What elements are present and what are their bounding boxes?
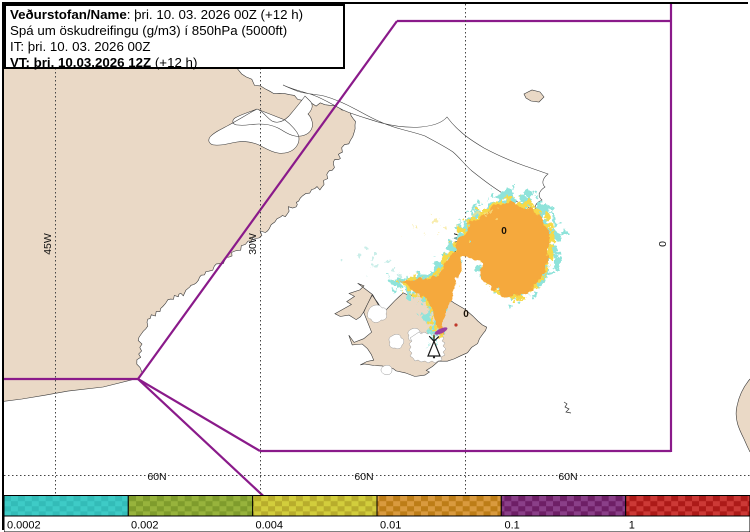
svg-text:0.002: 0.002: [131, 520, 159, 532]
svg-text:0: 0: [463, 309, 469, 320]
svg-text:60N: 60N: [354, 471, 373, 483]
svg-text:30W: 30W: [247, 233, 259, 255]
svg-text:0.0002: 0.0002: [7, 520, 41, 532]
svg-text:60N: 60N: [558, 471, 577, 483]
svg-text:0: 0: [501, 226, 507, 237]
svg-text:0: 0: [657, 241, 669, 247]
svg-text:0.01: 0.01: [380, 520, 401, 532]
svg-text:45W: 45W: [42, 233, 54, 255]
svg-text:0.1: 0.1: [505, 520, 520, 532]
svg-text:60N: 60N: [147, 471, 166, 483]
svg-text:1: 1: [629, 520, 635, 532]
svg-text:0.004: 0.004: [256, 520, 284, 532]
